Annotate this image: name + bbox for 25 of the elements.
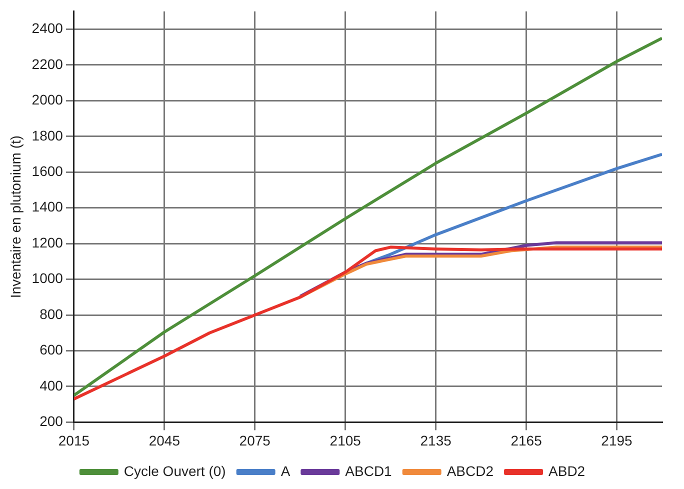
y-tick-label: 200 <box>40 413 64 430</box>
y-tick-label: 1400 <box>32 198 64 215</box>
x-tick-label: 2105 <box>330 432 362 448</box>
x-tick-label: 2045 <box>148 432 180 448</box>
y-tick-label: 1000 <box>32 270 64 286</box>
x-tick-label: 2075 <box>239 432 271 448</box>
x-tick-label: 2015 <box>58 432 90 448</box>
x-tick-label: 2195 <box>601 432 633 448</box>
y-tick-label: 1800 <box>32 127 64 144</box>
y-tick-label: 600 <box>40 342 64 358</box>
legend-label: ABD2 <box>548 462 586 479</box>
y-tick-label: 800 <box>40 306 64 322</box>
y-tick-label: 2000 <box>32 92 64 108</box>
legend-label: A <box>280 462 291 479</box>
x-tick-label: 2165 <box>510 432 542 448</box>
x-tick-label: 2135 <box>420 432 452 448</box>
y-tick-label: 400 <box>40 377 64 394</box>
y-tick-label: 1200 <box>32 234 64 250</box>
legend-label: ABCD2 <box>446 462 494 479</box>
y-tick-label: 1600 <box>32 163 64 180</box>
legend-label: ABCD1 <box>345 462 392 479</box>
y-tick-label: 2400 <box>32 20 64 36</box>
legend-label: Cycle Ouvert (0) <box>124 462 226 479</box>
y-tick-label: 2200 <box>32 56 64 72</box>
y-axis-title: Inventaire en plutonium (t) <box>7 135 24 298</box>
